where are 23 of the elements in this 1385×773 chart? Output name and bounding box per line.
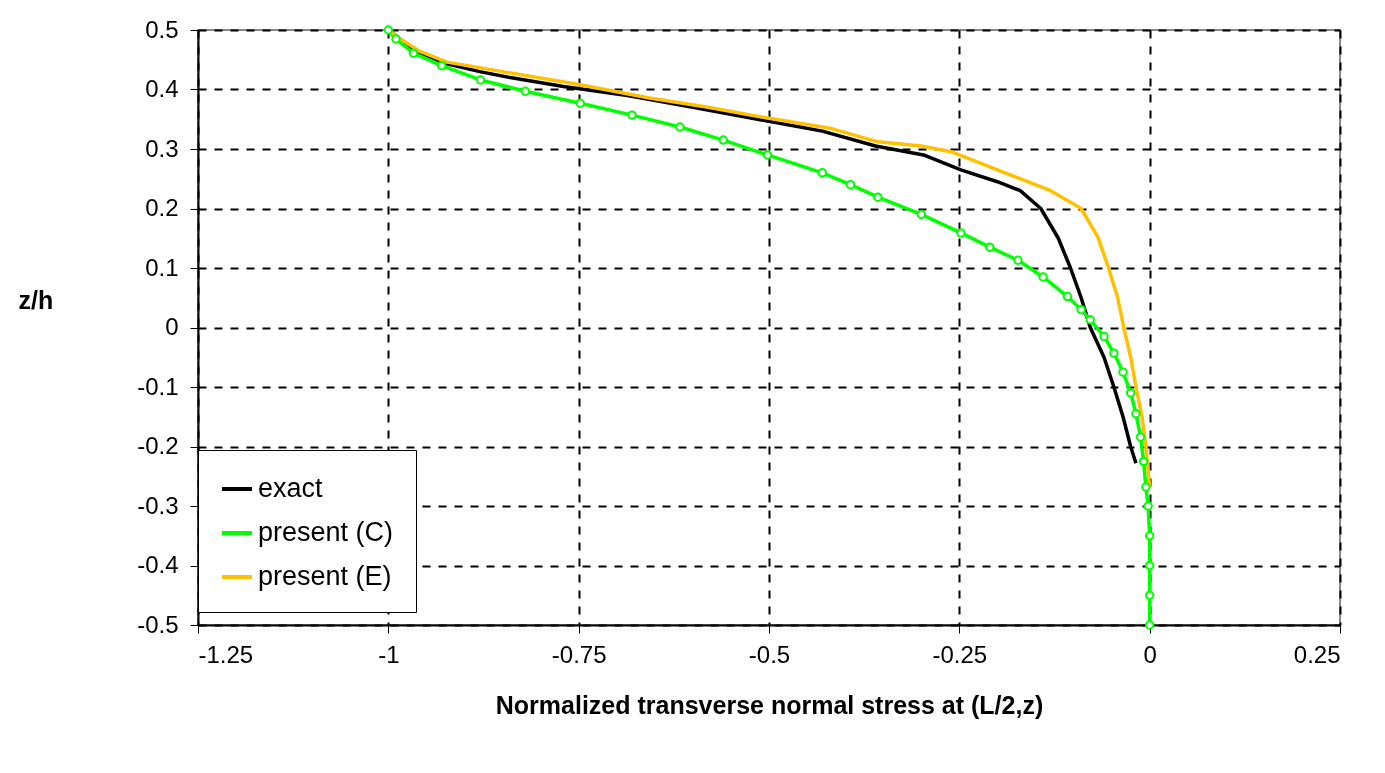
y-tick-label: 0.2 <box>145 194 179 221</box>
x-tick-label: -0.25 <box>932 640 988 668</box>
y-tick-label: 0.4 <box>145 75 179 102</box>
x-tick-label: 0.25 <box>1293 640 1341 668</box>
y-tick-label: 0.3 <box>145 134 179 162</box>
y-axis-title: z/h <box>18 285 54 314</box>
y-tick-label: 0.5 <box>145 15 179 43</box>
y-tick-label: 0 <box>165 313 179 340</box>
x-tick-label: -0.5 <box>748 640 791 668</box>
x-tick-label: -0.75 <box>551 640 607 668</box>
y-tick-label: -0.1 <box>137 372 179 400</box>
x-axis-title: Normalized transverse normal stress at (L/2,z) <box>495 690 1044 719</box>
legend-label: exact <box>258 473 324 503</box>
y-tick-label: -0.5 <box>137 610 179 638</box>
legend-label: present (E) <box>258 561 392 591</box>
y-tick-label: -0.2 <box>137 432 179 459</box>
legend-label: present (C) <box>258 517 394 547</box>
y-tick-label: 0.1 <box>145 253 179 281</box>
y-tick-label: -0.3 <box>137 491 179 519</box>
x-tick-label: -1 <box>378 640 400 668</box>
x-tick-label: 0 <box>1143 640 1157 668</box>
y-tick-label: -0.4 <box>137 551 179 578</box>
x-tick-label: -1.25 <box>198 640 254 668</box>
